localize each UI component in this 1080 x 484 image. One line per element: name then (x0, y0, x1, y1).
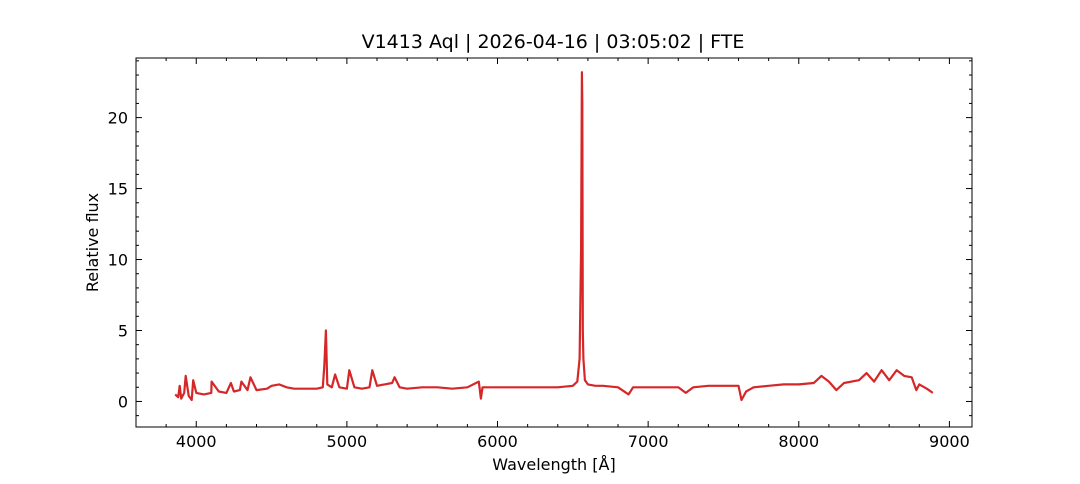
y-tick-label: 0 (118, 392, 128, 411)
y-tick-label: 15 (108, 180, 128, 199)
y-tick-label: 10 (108, 251, 128, 270)
spectrum-line-0 (175, 72, 933, 400)
y-axis-label: Relative flux (83, 193, 102, 292)
plot-layer (175, 72, 933, 400)
x-tick-label: 7000 (628, 432, 669, 451)
chart-title: V1413 Aql | 2026-04-16 | 03:05:02 | FTE (362, 31, 745, 53)
x-tick-label: 9000 (929, 432, 970, 451)
x-tick-label: 5000 (327, 432, 368, 451)
x-tick-label: 8000 (778, 432, 819, 451)
x-axis-label: Wavelength [Å] (492, 455, 615, 474)
plot-frame (136, 58, 972, 427)
x-tick-label: 6000 (477, 432, 518, 451)
x-tick-label: 4000 (176, 432, 217, 451)
y-tick-label: 5 (118, 321, 128, 340)
ticks-layer: 4000 5000 6000 7000 8000 9000 0 5 10 15 20 (108, 58, 972, 451)
y-tick-label: 20 (108, 109, 128, 128)
